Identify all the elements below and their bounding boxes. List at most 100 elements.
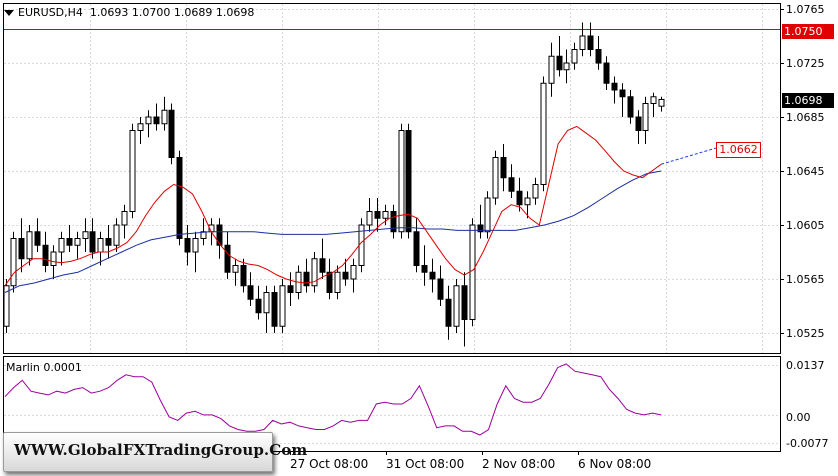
candle-body: [556, 55, 563, 71]
candle-body: [224, 244, 231, 273]
candle-body: [413, 231, 420, 266]
candle: [445, 285, 452, 340]
forecast-dashed-line: [661, 147, 717, 165]
moving-averages: [4, 125, 717, 293]
candle: [603, 56, 610, 90]
candle-body: [334, 271, 341, 293]
candle-body: [477, 224, 484, 233]
candle: [58, 231, 65, 266]
candle: [74, 231, 81, 259]
candle: [477, 204, 484, 239]
candle: [469, 218, 476, 327]
dropdown-triangle-icon[interactable]: [4, 10, 14, 16]
candle-body: [34, 231, 41, 246]
indicator-tick-label: 0.00: [786, 411, 811, 424]
resistance-price-tag: 1.0750: [782, 24, 834, 39]
candle-body: [42, 244, 49, 266]
candle: [492, 150, 499, 205]
candle: [500, 144, 507, 192]
candle: [240, 258, 247, 293]
candle: [461, 272, 468, 347]
candle-body: [50, 251, 57, 266]
candle-body: [603, 62, 610, 84]
candle: [563, 49, 570, 84]
candle-body: [579, 35, 586, 50]
candle-body: [319, 258, 326, 273]
candle-body: [18, 238, 25, 260]
candle: [121, 204, 128, 239]
candle-body: [571, 49, 578, 64]
candle-body: [500, 157, 507, 179]
candle: [540, 76, 547, 192]
watermark-text: WWW.GlobalFXTradingGroup.Com: [14, 441, 308, 459]
candle: [129, 123, 136, 219]
candle: [635, 110, 642, 144]
price-tick-label: 1.0765: [786, 3, 825, 16]
candle-body: [192, 238, 199, 253]
candle-body: [240, 265, 247, 287]
price-tick-label: 1.0645: [786, 165, 825, 178]
candle: [350, 258, 357, 293]
candle: [3, 279, 10, 333]
marlin-oscillator-line: [4, 363, 662, 436]
candle-body: [642, 103, 649, 131]
candle-body: [429, 271, 436, 280]
candle-body: [97, 238, 104, 253]
candle-body: [184, 238, 191, 253]
time-tick-label: 31 Oct 08:00: [386, 457, 465, 471]
candle: [184, 225, 191, 266]
candle: [113, 218, 120, 252]
oscillator-layer: [4, 363, 662, 436]
close-value: 1.0698: [215, 6, 255, 19]
candle: [287, 272, 294, 306]
candle: [556, 36, 563, 77]
candle-body: [271, 292, 278, 327]
candle: [587, 22, 594, 57]
candle: [247, 272, 254, 306]
candle: [627, 90, 634, 124]
candle: [374, 198, 381, 232]
candle: [137, 117, 144, 144]
candle-body: [247, 285, 254, 300]
candle-body: [516, 190, 523, 206]
candle: [18, 218, 25, 273]
candle: [366, 198, 373, 232]
candle: [89, 218, 96, 259]
candle: [579, 22, 586, 57]
candle-body: [10, 238, 17, 287]
candle-body: [311, 258, 318, 287]
candle-body: [492, 157, 499, 199]
candle: [263, 285, 270, 333]
candle: [516, 177, 523, 212]
candle-body: [82, 231, 89, 239]
candle-body: [3, 285, 10, 327]
candle-body: [342, 271, 349, 280]
time-tick-label: 27 Oct 08:00: [290, 457, 369, 471]
candle-body: [326, 271, 333, 293]
candle-body: [453, 285, 460, 327]
candle-body: [287, 285, 294, 293]
candle: [311, 252, 318, 293]
candle-body: [540, 82, 547, 185]
candle: [279, 279, 286, 333]
candle-body: [437, 278, 444, 300]
candle: [524, 191, 531, 219]
fast-moving-average-line: [4, 125, 662, 286]
candle: [34, 218, 41, 252]
candle: [255, 285, 262, 320]
indicator-tick-label: 0.0137: [786, 359, 825, 372]
candle: [176, 150, 183, 246]
candle-body: [216, 224, 223, 246]
symbol-label: EURUSD,H4: [18, 6, 83, 19]
candle: [26, 225, 33, 266]
candle-body: [635, 116, 642, 131]
candle-body: [121, 211, 128, 226]
candle-body: [390, 211, 397, 233]
indicator-name: Marlin 0.0001: [6, 361, 82, 374]
price-tick-label: 1.0565: [786, 273, 825, 286]
candle-body: [89, 231, 96, 253]
candle-body: [113, 224, 120, 246]
time-tick-label: 6 Nov 08:00: [578, 457, 652, 471]
candle: [508, 164, 515, 198]
